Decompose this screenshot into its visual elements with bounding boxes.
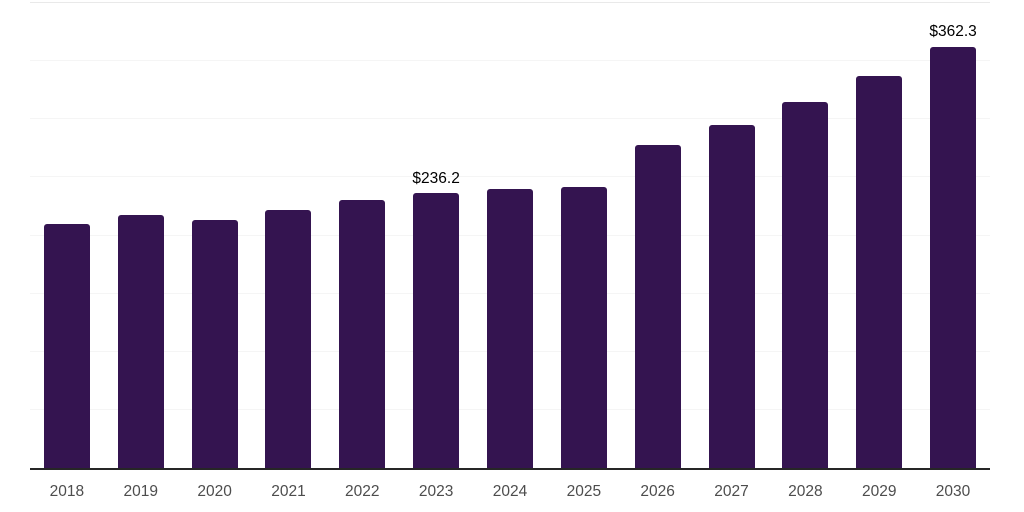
gridline	[30, 176, 990, 178]
bar-slot	[104, 3, 178, 468]
bar-2030	[930, 46, 977, 468]
x-axis-label: 2030	[935, 483, 971, 500]
x-axis-label: 2022	[345, 483, 380, 500]
bar-slot	[178, 3, 252, 468]
x-axis-label: 2018	[49, 483, 85, 500]
x-axis-label: 2025	[566, 483, 602, 500]
x-axis-label: 2028	[788, 483, 823, 500]
bar-2023	[413, 193, 460, 468]
bar-slot: $362.3	[916, 3, 990, 468]
bar-slot: $236.2	[399, 3, 473, 468]
x-axis-label: 2029	[861, 483, 897, 500]
bars-container: $236.2 $362.3	[30, 3, 990, 468]
bar-slot	[768, 3, 842, 468]
bar-2025	[560, 186, 607, 468]
gridline	[30, 118, 990, 120]
bar-slot	[842, 3, 916, 468]
bar-slot	[621, 3, 695, 468]
bar-2024	[486, 188, 533, 468]
x-axis-label: 2027	[714, 483, 749, 500]
bar-2029	[856, 76, 903, 468]
bar-slot	[695, 3, 769, 468]
bar-value-label: $362.3	[929, 23, 977, 41]
bar-2022	[339, 200, 386, 468]
bar-slot	[547, 3, 621, 468]
bar-slot	[473, 3, 547, 468]
x-axis-label: 2026	[640, 483, 675, 500]
x-axis-label: 2023	[418, 483, 454, 500]
x-axis-label: 2019	[123, 483, 158, 500]
gridline	[30, 60, 990, 62]
plot-area: $236.2 $362.3	[30, 2, 990, 470]
bar-2021	[265, 209, 312, 468]
bar-2028	[782, 101, 829, 468]
bar-slot	[30, 3, 104, 468]
bar-2018	[43, 223, 90, 468]
bar-slot	[325, 3, 399, 468]
bar-value-label: $236.2	[412, 169, 460, 187]
bar-2026	[634, 144, 681, 468]
x-axis-label: 2024	[492, 483, 528, 500]
bar-2020	[191, 220, 238, 468]
x-axis-labels: 2018 2019 2020 2021 2022 2023 2024 2025 2026 2027…	[30, 483, 990, 500]
bar-slot	[252, 3, 326, 468]
x-axis-label: 2021	[271, 483, 306, 500]
bar-2027	[708, 125, 755, 468]
bar-2019	[117, 215, 164, 468]
x-axis-label: 2020	[197, 483, 232, 500]
